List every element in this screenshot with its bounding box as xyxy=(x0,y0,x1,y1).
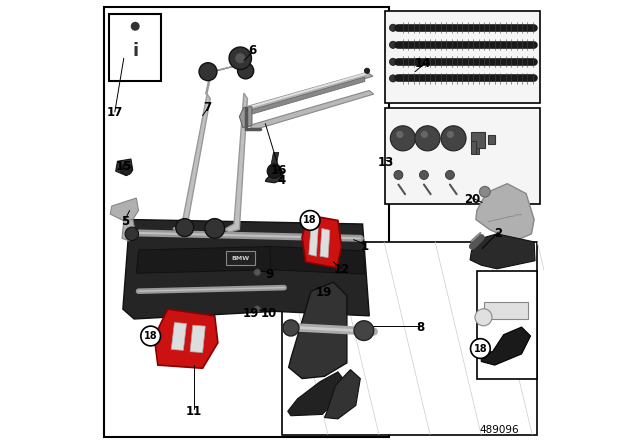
Text: 1: 1 xyxy=(361,240,369,253)
FancyBboxPatch shape xyxy=(385,108,540,204)
Polygon shape xyxy=(288,372,344,416)
Circle shape xyxy=(389,41,397,48)
FancyBboxPatch shape xyxy=(109,14,161,81)
Circle shape xyxy=(475,309,492,326)
Circle shape xyxy=(470,339,490,358)
Text: 17: 17 xyxy=(107,106,123,120)
Circle shape xyxy=(253,269,261,276)
Text: i: i xyxy=(132,42,138,60)
Text: 15: 15 xyxy=(116,160,132,173)
Polygon shape xyxy=(266,170,284,183)
Text: 19: 19 xyxy=(316,285,332,299)
Circle shape xyxy=(125,227,138,241)
Circle shape xyxy=(229,47,252,69)
Circle shape xyxy=(419,170,428,179)
FancyBboxPatch shape xyxy=(477,271,538,379)
Polygon shape xyxy=(190,325,205,353)
Polygon shape xyxy=(270,152,279,171)
Circle shape xyxy=(421,131,428,138)
FancyBboxPatch shape xyxy=(104,7,388,437)
Circle shape xyxy=(235,53,246,64)
Circle shape xyxy=(253,306,261,313)
Polygon shape xyxy=(270,246,365,274)
Circle shape xyxy=(267,164,282,178)
Polygon shape xyxy=(324,370,360,419)
Polygon shape xyxy=(205,63,248,94)
Circle shape xyxy=(396,131,403,138)
Circle shape xyxy=(131,22,140,31)
Polygon shape xyxy=(136,246,273,273)
Polygon shape xyxy=(470,234,535,269)
Circle shape xyxy=(479,186,490,197)
Text: 10: 10 xyxy=(260,307,276,320)
Circle shape xyxy=(364,68,370,73)
Text: 7: 7 xyxy=(203,101,211,114)
Polygon shape xyxy=(476,184,534,241)
Circle shape xyxy=(441,126,466,151)
Text: 12: 12 xyxy=(333,263,349,276)
FancyBboxPatch shape xyxy=(488,135,495,144)
Text: 20: 20 xyxy=(464,193,481,206)
Text: 18: 18 xyxy=(144,331,157,341)
Polygon shape xyxy=(154,309,218,368)
Polygon shape xyxy=(308,227,318,256)
Polygon shape xyxy=(122,220,136,241)
Polygon shape xyxy=(239,107,252,128)
Circle shape xyxy=(354,321,374,340)
Text: 16: 16 xyxy=(271,164,287,177)
Circle shape xyxy=(389,75,397,82)
FancyBboxPatch shape xyxy=(226,251,255,265)
Circle shape xyxy=(394,170,403,179)
Circle shape xyxy=(205,219,225,238)
Circle shape xyxy=(447,131,454,138)
Polygon shape xyxy=(244,73,373,112)
Polygon shape xyxy=(110,198,138,220)
Polygon shape xyxy=(289,282,347,379)
Polygon shape xyxy=(320,228,330,258)
Circle shape xyxy=(120,164,132,175)
Polygon shape xyxy=(302,215,342,268)
Text: 14: 14 xyxy=(415,57,431,70)
Text: 6: 6 xyxy=(248,43,256,57)
Polygon shape xyxy=(481,327,531,365)
Circle shape xyxy=(389,24,397,31)
Circle shape xyxy=(237,63,253,79)
Circle shape xyxy=(300,211,320,230)
Polygon shape xyxy=(123,220,369,319)
Text: 13: 13 xyxy=(378,155,394,169)
Circle shape xyxy=(283,320,299,336)
FancyBboxPatch shape xyxy=(470,141,476,154)
Text: 18: 18 xyxy=(303,215,317,225)
FancyBboxPatch shape xyxy=(385,11,540,103)
Text: 11: 11 xyxy=(186,405,202,418)
Circle shape xyxy=(199,63,217,81)
Text: 9: 9 xyxy=(266,267,274,281)
Polygon shape xyxy=(249,90,374,130)
Polygon shape xyxy=(116,159,132,176)
FancyBboxPatch shape xyxy=(476,148,479,154)
FancyBboxPatch shape xyxy=(472,132,485,148)
Text: 5: 5 xyxy=(121,215,129,228)
FancyBboxPatch shape xyxy=(484,302,528,319)
Polygon shape xyxy=(172,323,186,350)
Circle shape xyxy=(141,326,161,346)
Text: BMW: BMW xyxy=(231,255,250,261)
Polygon shape xyxy=(224,93,248,232)
Circle shape xyxy=(176,219,194,237)
Polygon shape xyxy=(244,77,365,116)
Circle shape xyxy=(390,126,415,151)
Circle shape xyxy=(389,58,397,65)
Text: 19: 19 xyxy=(243,307,259,320)
Text: 2: 2 xyxy=(494,227,502,241)
FancyBboxPatch shape xyxy=(282,242,538,435)
Text: 489096: 489096 xyxy=(479,425,519,435)
Text: 18: 18 xyxy=(474,344,487,353)
Circle shape xyxy=(445,170,454,179)
Circle shape xyxy=(415,126,440,151)
Polygon shape xyxy=(173,94,210,232)
Text: 4: 4 xyxy=(278,173,286,187)
Text: 8: 8 xyxy=(417,321,425,335)
